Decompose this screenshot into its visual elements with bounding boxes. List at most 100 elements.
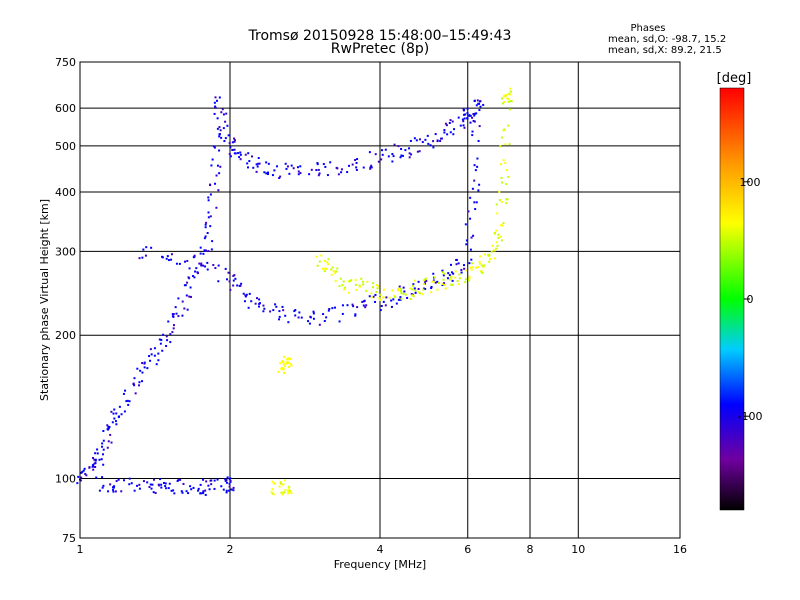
data-point: [167, 320, 170, 323]
data-point: [409, 297, 412, 300]
data-point: [505, 169, 508, 172]
data-point: [228, 482, 231, 485]
data-point: [258, 162, 261, 165]
data-point: [500, 239, 503, 242]
data-point: [117, 478, 120, 481]
data-point: [283, 365, 286, 368]
data-point: [354, 159, 357, 162]
data-point: [380, 304, 383, 307]
data-point: [222, 488, 225, 491]
data-point: [471, 266, 474, 269]
data-point: [207, 211, 210, 214]
data-point: [465, 243, 468, 246]
data-point: [478, 260, 481, 263]
data-point: [274, 303, 277, 306]
data-point: [507, 175, 510, 178]
data-point: [84, 472, 87, 475]
data-point: [334, 280, 337, 283]
data-point: [377, 285, 380, 288]
data-point: [267, 173, 270, 176]
data-point: [464, 223, 467, 226]
data-point: [122, 392, 125, 395]
data-point: [229, 155, 232, 158]
data-point: [170, 489, 173, 492]
data-point: [503, 100, 506, 103]
data-point: [172, 327, 175, 330]
data-point: [397, 298, 400, 301]
data-point: [223, 140, 226, 143]
data-point: [79, 479, 82, 482]
data-point: [331, 307, 334, 310]
data-point: [245, 293, 248, 296]
data-point: [436, 139, 439, 142]
data-point: [282, 368, 285, 371]
data-point: [499, 145, 502, 148]
data-point: [294, 314, 297, 317]
data-point: [284, 162, 287, 165]
data-point: [164, 482, 167, 485]
data-point: [110, 441, 113, 444]
data-point: [497, 233, 500, 236]
data-point: [377, 160, 380, 163]
data-point: [149, 483, 152, 486]
data-point: [229, 480, 232, 483]
data-point: [96, 448, 99, 451]
data-point: [450, 283, 453, 286]
data-point: [408, 156, 411, 159]
data-point: [92, 468, 95, 471]
data-point: [508, 108, 511, 111]
data-point: [186, 281, 189, 284]
y-tick-label: 75: [62, 532, 76, 545]
colorbar: [719, 87, 745, 511]
data-point: [225, 112, 228, 115]
data-points: [76, 87, 513, 496]
data-point: [80, 476, 83, 479]
colorbar-ticks: 100 0 -100: [738, 176, 763, 423]
data-point: [410, 293, 413, 296]
data-point: [475, 112, 478, 115]
data-point: [210, 248, 213, 251]
data-point: [228, 142, 231, 145]
data-point: [202, 264, 205, 267]
data-point: [449, 119, 452, 122]
data-point: [137, 384, 140, 387]
data-point: [330, 268, 333, 271]
data-point: [325, 316, 328, 319]
data-point: [189, 286, 192, 289]
data-point: [91, 456, 94, 459]
data-point: [341, 312, 344, 315]
data-point: [350, 279, 353, 282]
data-point: [279, 481, 282, 484]
data-point: [324, 259, 327, 262]
data-point: [199, 246, 202, 249]
data-point: [165, 335, 168, 338]
data-point: [287, 492, 290, 495]
data-point: [469, 196, 472, 199]
data-point: [166, 339, 169, 342]
data-point: [436, 280, 439, 283]
data-point: [93, 462, 96, 465]
data-point: [495, 247, 498, 250]
data-point: [393, 294, 396, 297]
data-point: [199, 483, 202, 486]
data-point: [229, 146, 232, 149]
data-point: [458, 273, 461, 276]
data-point: [292, 167, 295, 170]
data-point: [448, 122, 451, 125]
data-point: [354, 313, 357, 316]
data-point: [441, 271, 444, 274]
data-point: [200, 264, 203, 267]
data-point: [460, 268, 463, 271]
data-point: [225, 481, 228, 484]
data-point: [214, 106, 217, 109]
colorbar-tick-label: 100: [740, 176, 761, 189]
data-point: [397, 145, 400, 148]
data-point: [380, 158, 383, 161]
data-point: [384, 304, 387, 307]
data-point: [187, 492, 190, 495]
data-point: [480, 270, 483, 273]
data-point: [143, 361, 146, 364]
data-point: [318, 260, 321, 263]
data-point: [410, 153, 413, 156]
data-point: [101, 445, 104, 448]
